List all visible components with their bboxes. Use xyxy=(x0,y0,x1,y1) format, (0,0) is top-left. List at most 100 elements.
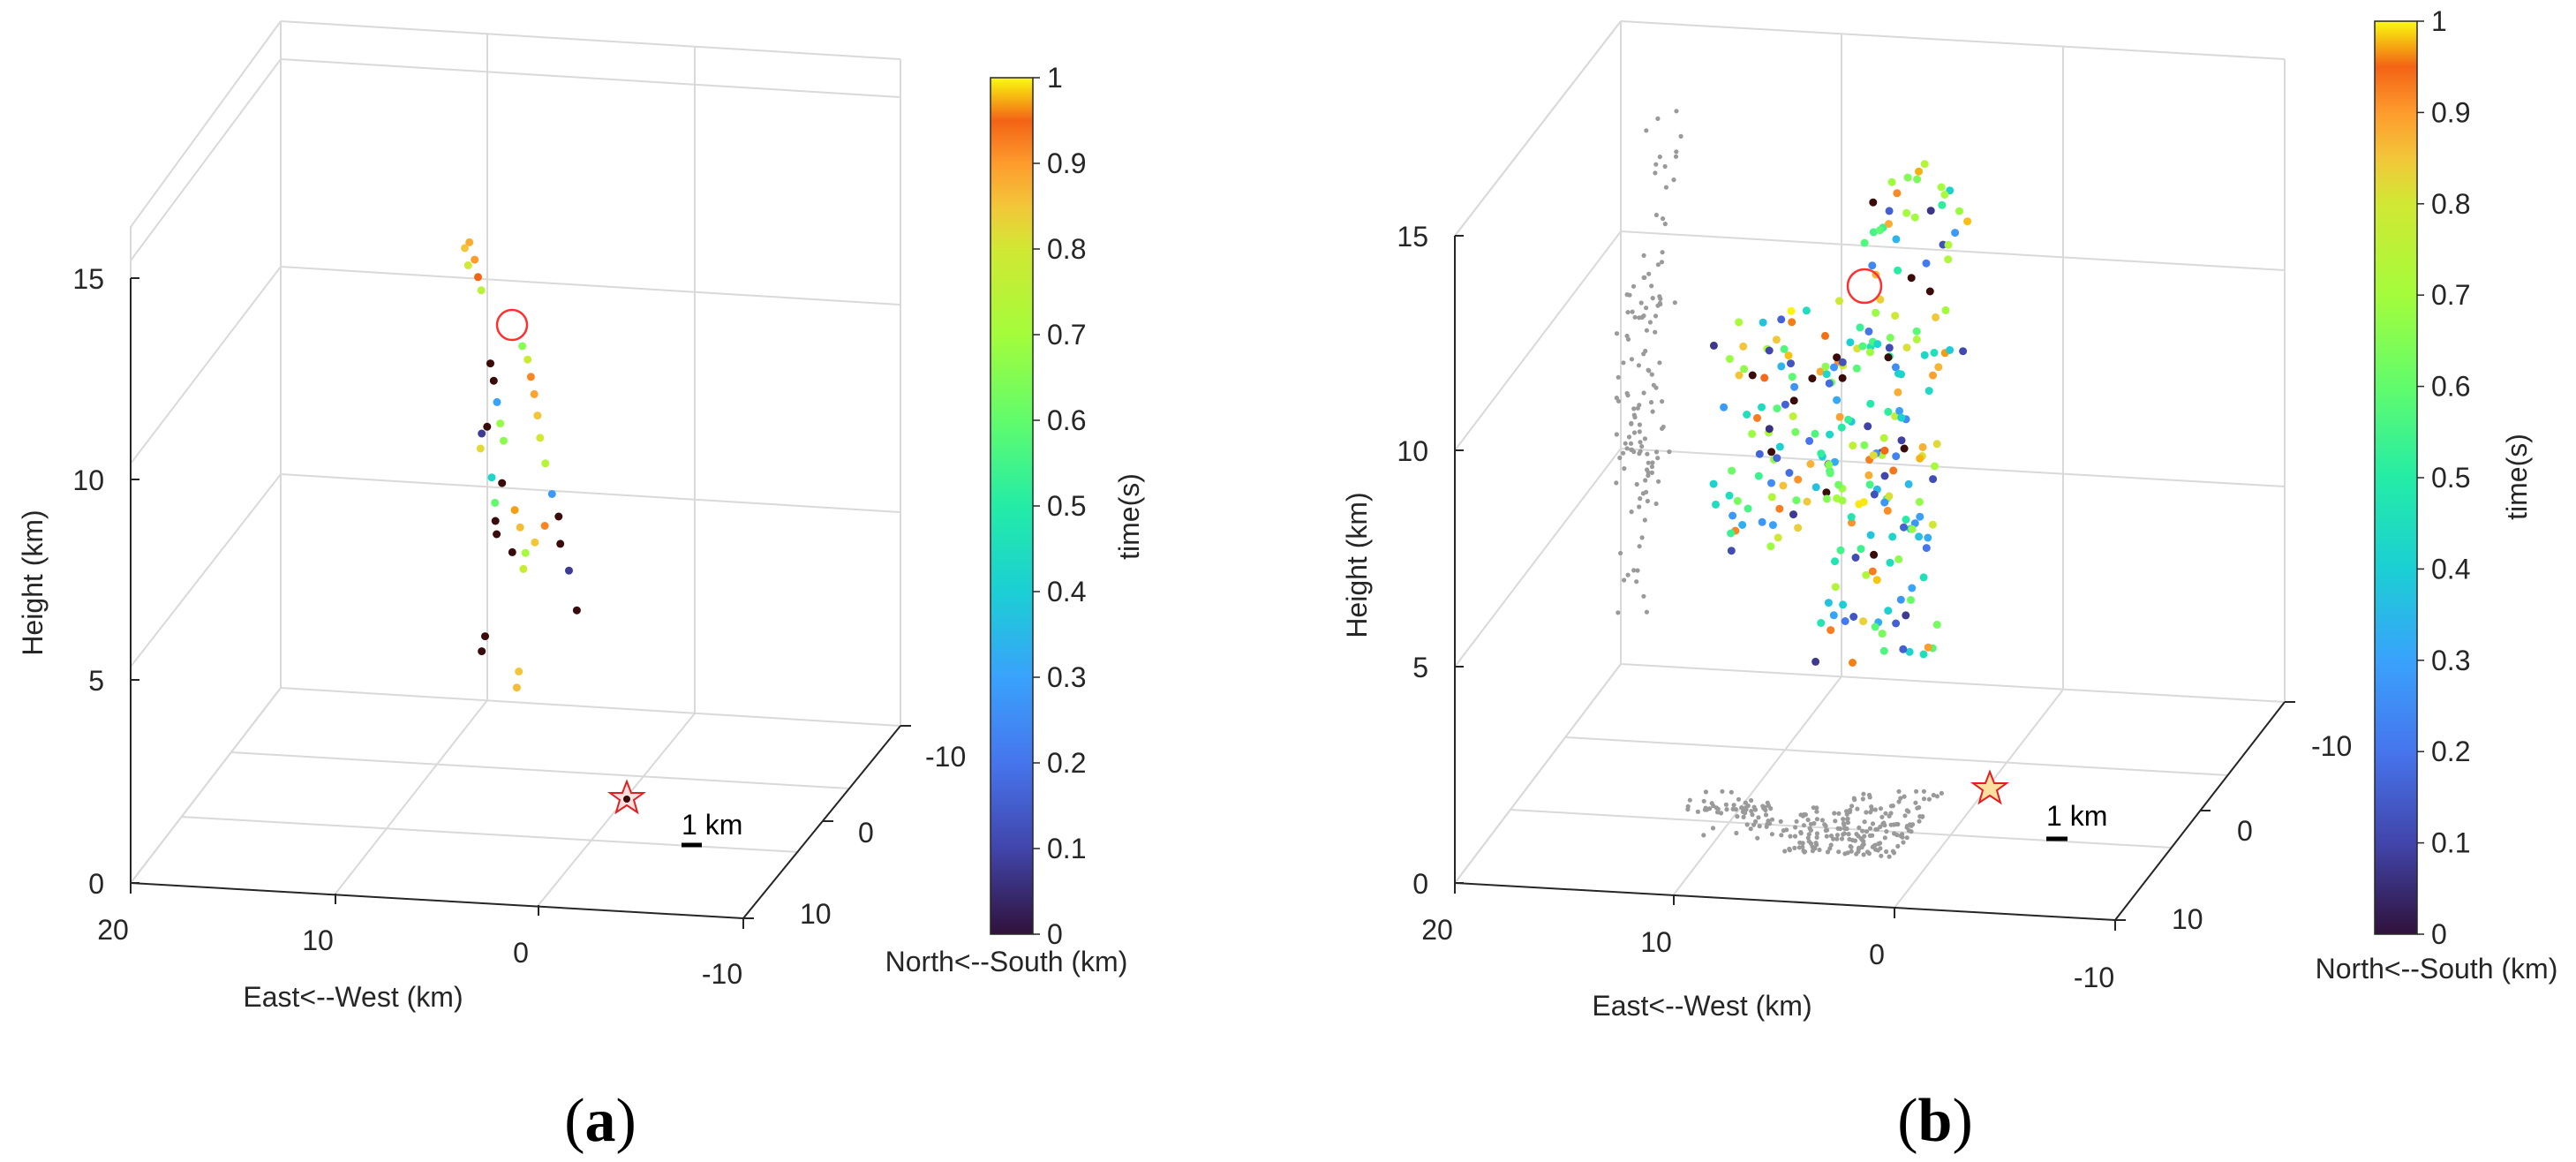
panel-b-point xyxy=(1940,191,1949,199)
panel-b-floor-projection xyxy=(1814,831,1819,836)
panel-b-point xyxy=(1885,492,1894,501)
panel-b-floor-projection xyxy=(1880,821,1886,826)
panel-b-point xyxy=(1929,371,1937,380)
panel-b-point xyxy=(1941,306,1950,314)
panel-b-floor-projection xyxy=(1864,829,1870,834)
panel-b-wall-projection xyxy=(1643,478,1648,483)
panel-b-point xyxy=(1938,200,1947,209)
panel-b-wall-projection xyxy=(1639,314,1645,320)
panel-b-point xyxy=(1895,406,1904,415)
panel-b-point xyxy=(1912,327,1921,336)
panel-b-point xyxy=(1821,362,1830,371)
panel-b-floor-projection xyxy=(1857,825,1862,831)
panel-b-floor-projection xyxy=(1866,792,1872,797)
panel-b-point xyxy=(1884,407,1893,416)
panel-b-point xyxy=(1908,584,1917,592)
panel-b-point xyxy=(1811,657,1820,666)
panel-b-wall-projection xyxy=(1653,212,1659,218)
panel-b-wall-projection xyxy=(1642,275,1647,280)
panel-b-zlabel: Height (km) xyxy=(1341,492,1373,638)
panel-b-wall-projection xyxy=(1648,400,1654,405)
panel-b-floor-projection xyxy=(1800,841,1805,846)
panel-b-point xyxy=(1833,353,1842,362)
panel-b-point xyxy=(1899,645,1908,653)
panel-b-point xyxy=(1830,457,1839,466)
panel-b-floor-projection xyxy=(1801,849,1806,854)
panel-b-point xyxy=(1915,167,1923,176)
panel-b-ytick-10: 10 xyxy=(2172,903,2203,935)
panel-b-point xyxy=(1900,523,1908,532)
panel-b-wall-projection xyxy=(1631,430,1638,435)
panel-b-floor-projection xyxy=(1860,796,1865,802)
panel-b-point xyxy=(1837,423,1846,432)
panel-b-point xyxy=(1767,448,1776,456)
panel-b-floor-projection xyxy=(1887,854,1892,859)
panel-b-colorbar-ticks: 0 0.1 0.2 0.3 0.4 0.5 0.6 0.7 0.8 0.9 1 xyxy=(2417,5,2470,950)
panel-b-floor-projection xyxy=(1904,808,1909,813)
panel-b-wall-projection xyxy=(1618,550,1623,556)
panel-b-floor-projection xyxy=(1926,796,1932,802)
panel-b-wall-projection xyxy=(1629,357,1634,362)
panel-a-point xyxy=(515,668,523,675)
panel-a-point xyxy=(540,522,549,530)
panel-b-wall-projection xyxy=(1649,372,1654,377)
colorbar-tick-label: 0.1 xyxy=(2431,827,2470,859)
panel-b-point xyxy=(1873,340,1882,349)
panel-b-floor-projection xyxy=(1851,796,1857,801)
panel-b-point xyxy=(1849,613,1858,621)
panel-a-point xyxy=(476,444,485,453)
panel-b-caption: (b) xyxy=(1897,1087,1973,1155)
panel-b-point xyxy=(1785,469,1794,477)
panel-b-wall-projection xyxy=(1641,253,1646,258)
panel-b-floor-projection xyxy=(1861,839,1866,844)
panel-b-wall-projection xyxy=(1644,128,1649,133)
panel-b-point xyxy=(1789,510,1797,519)
panel-b-point xyxy=(1856,323,1864,332)
panel-b-star-marker xyxy=(1970,769,2010,805)
panel-b-floor-projection xyxy=(1917,819,1922,824)
colorbar-tick-label: 0.5 xyxy=(1047,490,1086,522)
panel-b-wall-projection xyxy=(1655,456,1661,461)
panel-b-floor-projection xyxy=(1825,827,1830,833)
panel-b-point xyxy=(1932,621,1941,629)
panel-b-point xyxy=(1788,373,1796,381)
panel-b-wall-projection xyxy=(1653,449,1660,455)
panel-b-xlabel: East<--West (km) xyxy=(1592,990,1811,1022)
panel-b-ztick-5: 5 xyxy=(1412,652,1428,683)
panel-b-floor-projection xyxy=(1724,807,1729,812)
panel-b-point xyxy=(1894,388,1902,396)
panel-b-point xyxy=(1870,550,1879,559)
panel-b-wall-projection xyxy=(1657,294,1662,299)
panel-b-point xyxy=(1897,370,1906,379)
panel-a-colorbar-ticks: 0 0.1 0.2 0.3 0.4 0.5 0.6 0.7 0.8 0.9 1 xyxy=(1033,62,1086,950)
panel-b-point xyxy=(1851,554,1860,562)
panel-b-floor-projection xyxy=(1844,826,1849,832)
panel-b-point xyxy=(1830,363,1838,372)
panel-b-point xyxy=(1753,413,1761,422)
panel-b-point xyxy=(1748,371,1757,380)
panel-a-point xyxy=(547,490,556,498)
panel-b-point xyxy=(1930,349,1939,357)
panel-a-ztick-10: 10 xyxy=(72,464,104,496)
panel-b-floor-projection xyxy=(1887,813,1892,819)
panel-b-floor-projection xyxy=(1904,835,1909,841)
panel-b-point xyxy=(1887,177,1896,186)
panel-b-point xyxy=(1922,259,1931,268)
panel-b-point xyxy=(1919,650,1928,659)
panel-b-wall-projection xyxy=(1671,177,1676,183)
panel-b-point xyxy=(1869,451,1878,460)
panel-b-wall-projection xyxy=(1674,149,1679,155)
panel-b-point xyxy=(1791,427,1800,436)
panel-b-wall-projection xyxy=(1623,441,1628,446)
panel-b-floor-projection xyxy=(1931,792,1936,798)
panel-b-point xyxy=(1816,367,1825,376)
panel-b-wall-projection xyxy=(1637,403,1642,408)
panel-b-point xyxy=(1835,297,1843,306)
panel-b-point xyxy=(1765,425,1774,434)
panel-b-point xyxy=(1902,516,1910,524)
panel-b-point xyxy=(1839,600,1848,609)
panel-b-floor-projection xyxy=(1890,849,1895,854)
panel-b-wall-projection xyxy=(1639,535,1645,540)
panel-b-axes xyxy=(1454,235,2295,931)
panel-b-point xyxy=(1836,546,1845,555)
